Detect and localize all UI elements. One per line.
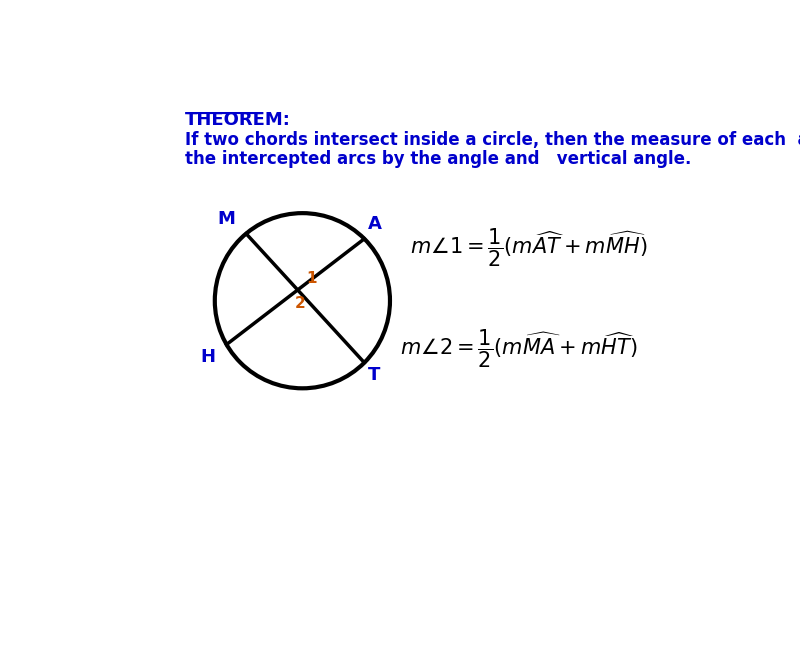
Text: THEOREM:: THEOREM:	[185, 111, 290, 129]
Text: If two chords intersect inside a circle, then the measure of each  angle is half: If two chords intersect inside a circle,…	[185, 131, 800, 149]
Text: 1: 1	[306, 271, 317, 286]
Text: 2: 2	[295, 296, 306, 311]
Text: the intercepted arcs by the angle and   vertical angle.: the intercepted arcs by the angle and ve…	[185, 150, 691, 168]
Text: T: T	[368, 366, 380, 384]
Text: $m\angle 2=\dfrac{1}{2}(m\widehat{MA}+m\widehat{HT})$: $m\angle 2=\dfrac{1}{2}(m\widehat{MA}+m\…	[400, 327, 638, 370]
Text: H: H	[201, 348, 215, 366]
Text: A: A	[368, 215, 382, 233]
Text: M: M	[218, 210, 235, 228]
Text: $m\angle 1=\dfrac{1}{2}(m\widehat{AT}+m\widehat{MH})$: $m\angle 1=\dfrac{1}{2}(m\widehat{AT}+m\…	[410, 227, 647, 270]
